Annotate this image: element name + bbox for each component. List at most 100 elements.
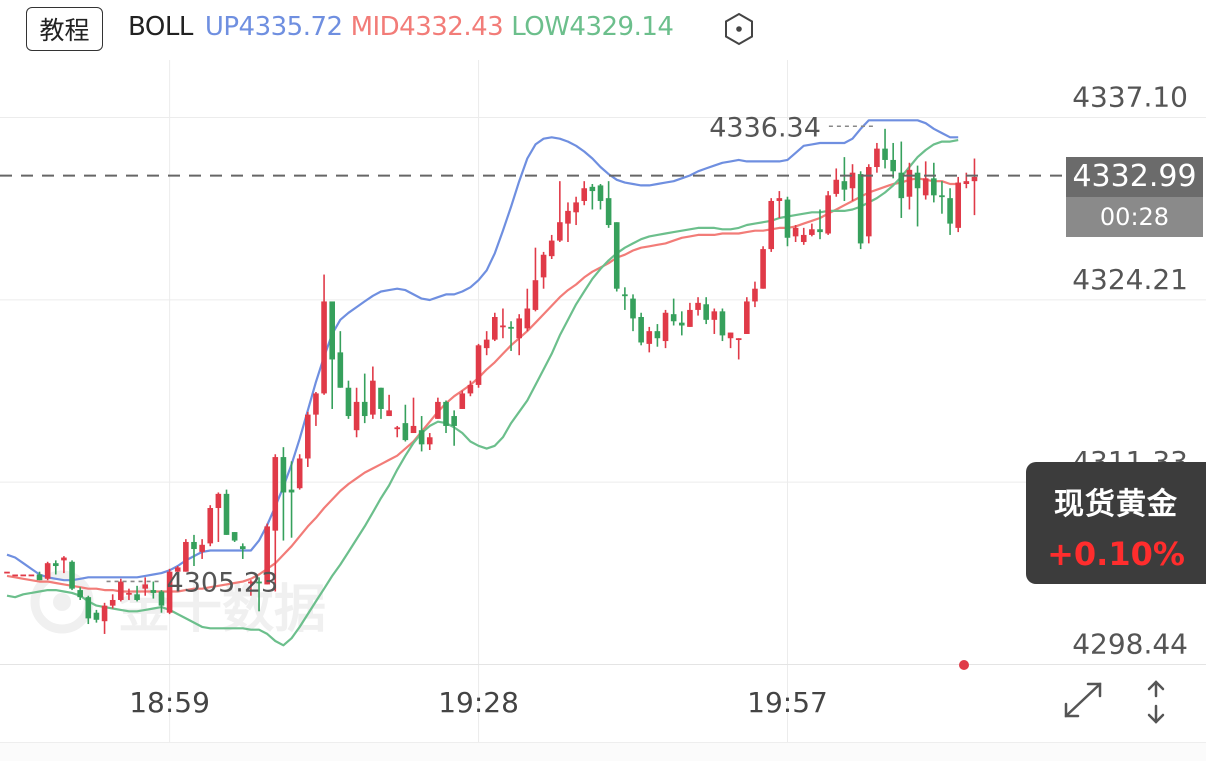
candle-body <box>353 401 360 431</box>
candle <box>914 165 921 227</box>
candle <box>492 312 498 342</box>
candle <box>418 416 425 452</box>
high-annotation-label: 4336.34 <box>709 112 821 143</box>
candle <box>272 454 279 592</box>
candle <box>4 571 10 574</box>
candle <box>20 574 27 577</box>
candle <box>687 302 693 327</box>
expand-icon[interactable] <box>1064 682 1102 718</box>
candle <box>613 222 620 292</box>
candle <box>361 373 368 424</box>
candle-body <box>947 198 953 224</box>
candle-body <box>744 301 750 334</box>
candle <box>191 534 197 567</box>
candle-body <box>776 198 783 201</box>
candle <box>516 314 522 356</box>
candle <box>207 505 214 547</box>
candle-body <box>93 612 100 620</box>
candle <box>321 274 327 395</box>
candle <box>166 568 173 615</box>
candle <box>459 390 466 409</box>
candle-body <box>857 174 864 244</box>
candle-body <box>264 526 270 585</box>
candle <box>134 585 140 602</box>
candle-body <box>191 541 197 550</box>
candle <box>451 410 457 446</box>
candle-body <box>296 458 303 489</box>
candle-body <box>378 387 384 409</box>
candle <box>386 394 392 417</box>
candle <box>809 223 815 237</box>
candle-body <box>508 326 514 329</box>
candle-body <box>492 317 498 340</box>
candle <box>426 433 433 451</box>
x-tick-label: 19:57 <box>747 686 828 719</box>
candle <box>581 181 588 206</box>
candle <box>695 297 701 316</box>
candle <box>524 288 531 332</box>
price-tag: 4332.99 00:28 <box>1066 157 1203 237</box>
candle <box>239 543 246 559</box>
tutorial-button[interactable]: 教程 <box>26 7 103 51</box>
candle-body <box>126 592 132 595</box>
candle-body <box>435 401 441 419</box>
candle-body <box>882 148 888 160</box>
instrument-badge[interactable]: 现货黄金 +0.10% <box>1026 462 1206 584</box>
candle-body <box>817 229 823 233</box>
candle <box>402 404 409 442</box>
boll-mid-line <box>6 177 959 593</box>
candle <box>776 191 783 218</box>
price-annotations: 4336.34 4305.23 <box>106 112 873 598</box>
candle <box>126 588 132 600</box>
candle <box>874 142 880 173</box>
candle-body <box>248 581 254 584</box>
candle <box>662 309 669 349</box>
candle-body <box>223 493 230 535</box>
candle-body <box>687 309 693 327</box>
candle-body <box>426 437 433 445</box>
candle <box>857 171 864 250</box>
candle <box>654 324 661 347</box>
candle-body <box>61 557 67 561</box>
candle <box>12 574 18 577</box>
candle-body <box>865 167 872 237</box>
candle <box>825 191 831 235</box>
candle-body <box>142 584 149 589</box>
candle <box>483 331 490 356</box>
candle-body <box>784 199 791 238</box>
candle-body <box>500 325 506 328</box>
candle <box>711 308 718 334</box>
candle-body <box>386 410 392 417</box>
candle-body <box>662 312 669 342</box>
vertical-scale-icon[interactable] <box>1147 680 1165 724</box>
candle-body <box>313 393 319 415</box>
candle-body <box>215 493 222 509</box>
candle-body <box>955 182 962 228</box>
candle <box>768 198 775 252</box>
instrument-change: +0.10% <box>1047 535 1185 573</box>
candle <box>833 168 840 197</box>
candle-body <box>52 563 59 567</box>
candle <box>849 164 856 201</box>
candle-body <box>711 311 718 320</box>
candle <box>174 566 181 581</box>
candle <box>744 297 750 334</box>
y-tick-label: 4337.10 <box>1072 81 1188 114</box>
candle-body <box>451 416 457 426</box>
candle <box>475 343 482 388</box>
candle <box>939 181 945 214</box>
candle-body <box>516 318 522 339</box>
candle-body <box>12 574 18 577</box>
settings-hexagon-icon[interactable] <box>722 12 756 46</box>
candle <box>150 581 157 599</box>
candle-body <box>792 227 799 237</box>
candle-body <box>597 185 604 201</box>
watermark-text: 金十数据 <box>117 580 326 640</box>
low-annotation-label: 4305.23 <box>167 567 279 598</box>
candle-body <box>548 240 555 257</box>
candle <box>898 141 905 218</box>
x-axis: 18:59 19:28 19:57 <box>129 686 828 719</box>
candle-body <box>565 210 571 224</box>
candles <box>4 128 978 634</box>
